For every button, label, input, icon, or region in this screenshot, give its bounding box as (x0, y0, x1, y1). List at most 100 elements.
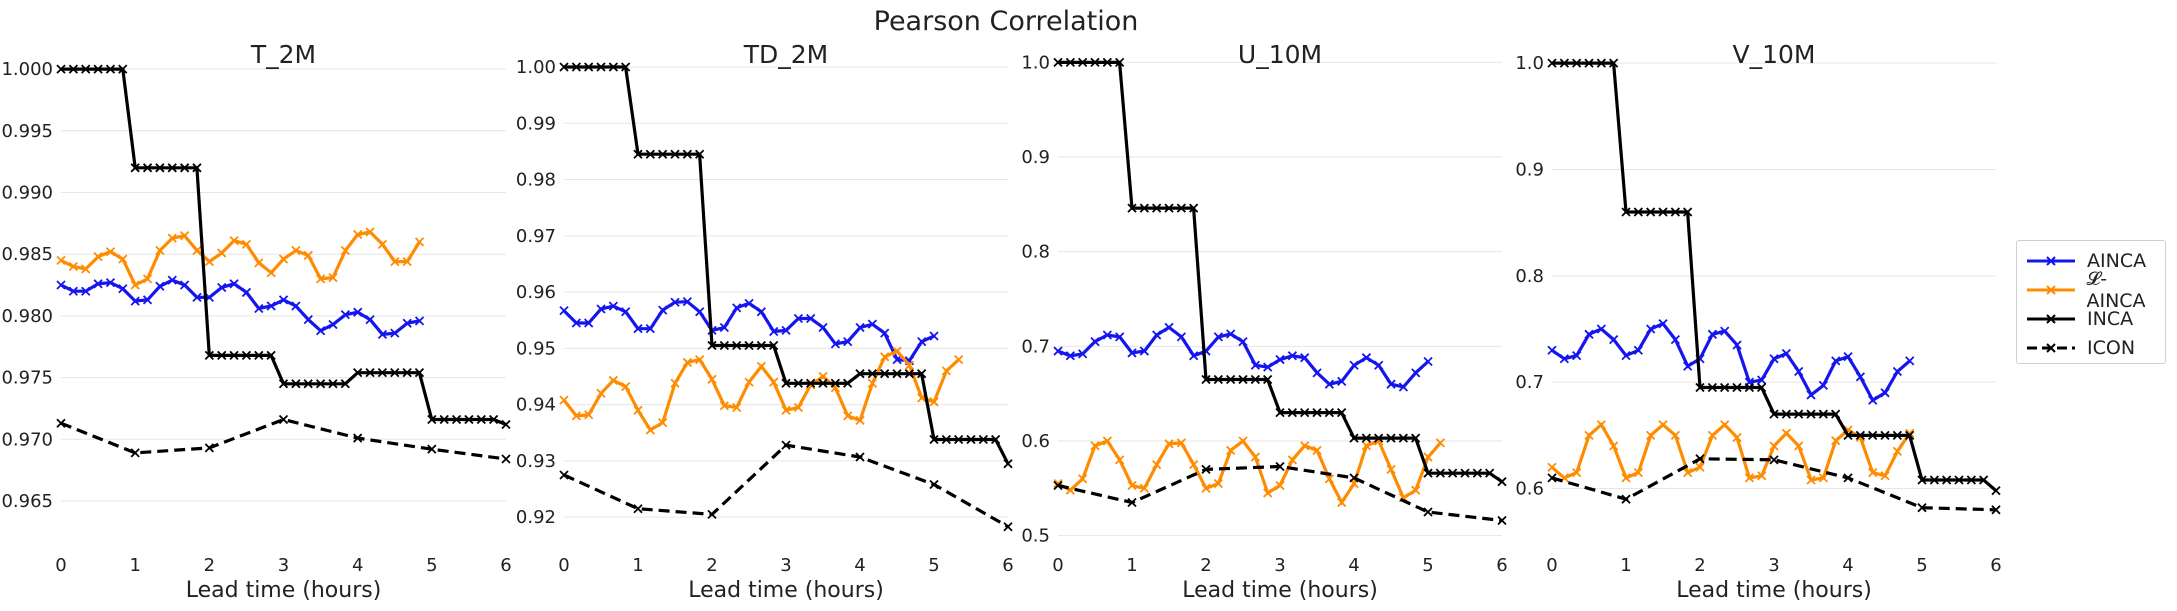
data-point-inca (756, 340, 766, 351)
data-point-ainca (670, 297, 680, 307)
data-point-ainca (929, 331, 939, 341)
series-icon (559, 440, 1013, 532)
data-point-ainca (1646, 430, 1656, 440)
data-point-inca (1633, 207, 1643, 217)
data-point-inca (118, 64, 128, 74)
data-point-ainca (1102, 436, 1112, 446)
data-point-ainca (584, 318, 594, 328)
data-point-ainca (105, 247, 116, 257)
data-point-icon (781, 440, 791, 450)
data-point-inca (1472, 468, 1482, 478)
data-point-inca (880, 369, 890, 379)
series-ainca (1547, 319, 1915, 405)
data-point-ainca (1744, 473, 1755, 483)
x-tick-label: 1 (129, 555, 140, 576)
data-point-inca (1250, 374, 1260, 385)
data-point-inca (241, 350, 252, 361)
data-point-inca (155, 163, 165, 173)
data-point-ainca (130, 296, 140, 306)
data-point-ainca (229, 235, 239, 246)
data-point-inca (1979, 475, 1989, 485)
data-point-ainca (1572, 467, 1582, 478)
y-tick-label: 0.96 (516, 282, 556, 303)
data-point-ainca (1584, 329, 1594, 339)
data-point-icon (1127, 497, 1137, 508)
data-point-ainca (192, 245, 202, 256)
data-point-inca (596, 62, 606, 72)
y-tick-label: 0.9 (1515, 159, 1544, 180)
data-point-inca (476, 414, 486, 425)
data-point-ainca (254, 258, 264, 268)
data-point-ainca (1115, 332, 1125, 342)
data-point-ainca (1781, 348, 1792, 359)
legend-item-ainca: AINCA (2025, 247, 2146, 275)
x-tick-label: 3 (1768, 555, 1779, 576)
data-point-inca (1460, 468, 1470, 478)
legend-swatch-ainca (2027, 256, 2075, 266)
data-point-icon (559, 470, 569, 480)
data-point-icon (1423, 507, 1433, 517)
data-point-inca (328, 379, 338, 389)
series-inca (1547, 58, 2001, 496)
data-point-ainca (793, 402, 804, 413)
data-point-ainca (1139, 346, 1149, 356)
data-point-ainca (682, 297, 692, 307)
data-point-inca (1078, 57, 1088, 67)
series-ainca (56, 275, 425, 340)
data-point-inca (1683, 207, 1693, 217)
data-point-inca (658, 149, 668, 159)
data-point-ainca (880, 328, 890, 338)
data-point-ainca (658, 418, 668, 428)
x-axis-label: Lead time (hours) (186, 578, 382, 603)
panel-title: V_10M (1733, 40, 1816, 69)
series-ainca (559, 346, 964, 435)
data-point-ainca (1584, 430, 1594, 440)
data-point-ainca (1090, 336, 1100, 347)
data-point-icon (130, 448, 140, 458)
series-ainca (1547, 420, 1915, 485)
data-point-ainca (1720, 420, 1730, 430)
data-point-inca (1794, 409, 1804, 419)
data-point-ainca (365, 314, 375, 325)
y-tick-label: 0.985 (1, 244, 53, 265)
data-point-ainca (559, 395, 569, 405)
data-point-ainca (843, 336, 853, 347)
data-point-ainca (167, 233, 177, 243)
data-point-ainca (1176, 438, 1186, 448)
data-point-ainca (1250, 360, 1261, 370)
data-point-ainca (1769, 441, 1779, 451)
data-point-inca (1966, 475, 1976, 485)
data-point-inca (793, 378, 803, 388)
x-tick-label: 2 (204, 555, 215, 576)
data-point-inca (315, 379, 326, 389)
panel-t-2m: 0.965 0.970 0.975 0.980 0.985 0.990 0.995 1.000… (1, 40, 511, 603)
data-point-ainca (1115, 455, 1125, 465)
data-point-ainca (1398, 382, 1409, 392)
data-point-inca (464, 414, 474, 425)
data-point-inca (254, 350, 264, 361)
x-tick-label: 5 (1916, 555, 1927, 576)
data-point-ainca (1324, 474, 1335, 484)
data-point-inca (1707, 382, 1717, 393)
y-tick-label: 0.99 (516, 113, 556, 134)
data-point-ainca (1831, 356, 1841, 366)
data-point-inca (1855, 430, 1865, 440)
data-point-ainca (1831, 436, 1841, 446)
data-point-ainca (658, 305, 668, 315)
series-inca (559, 62, 1013, 469)
data-point-icon (1695, 454, 1705, 464)
data-point-ainca (682, 357, 692, 368)
data-point-ainca (1621, 350, 1631, 361)
data-point-ainca (793, 313, 804, 324)
x-tick-label: 1 (1620, 555, 1631, 576)
series-icon (56, 414, 511, 464)
x-tick-label: 4 (352, 555, 363, 576)
y-tick-label: 0.7 (1515, 372, 1544, 393)
data-point-inca (818, 378, 828, 388)
data-point-ainca (390, 328, 400, 338)
series-line-ainca (60, 278, 420, 337)
data-point-inca (1423, 468, 1433, 478)
data-point-inca (621, 62, 631, 72)
data-point-icon (855, 452, 865, 462)
data-point-ainca (353, 307, 363, 317)
